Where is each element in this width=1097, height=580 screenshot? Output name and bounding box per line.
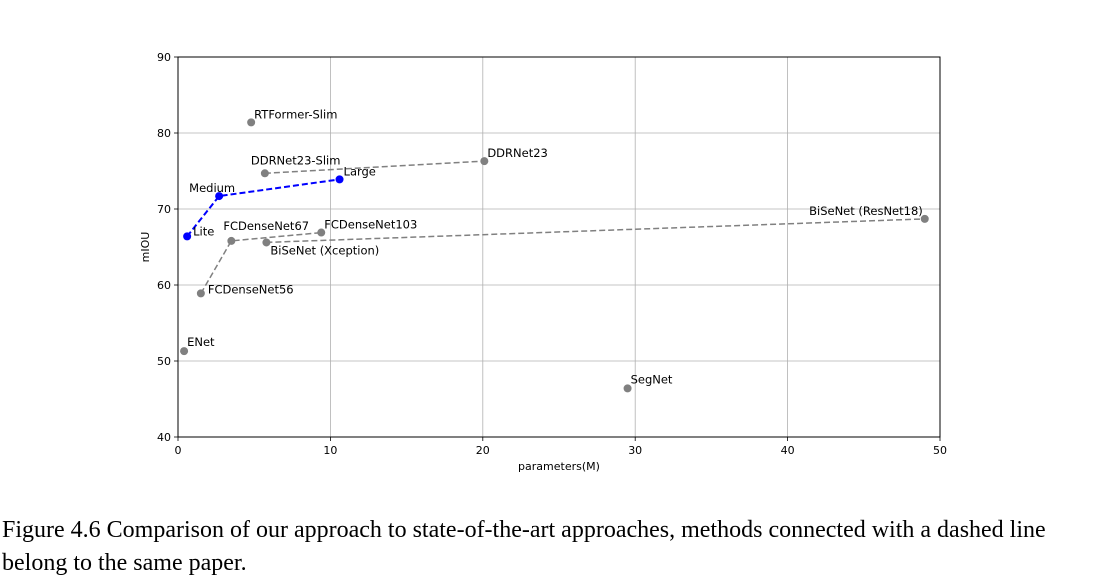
point-label: Large [344,164,376,178]
y-axis-title: mIOU [139,232,152,263]
data-point [183,232,192,241]
x-tick-label: 10 [323,444,337,457]
chart: 0 10 20 30 40 50 40 50 60 70 80 90 RTFormer-Slim DDR… [139,51,947,473]
x-tick-label: 50 [933,444,947,457]
data-points [180,118,929,393]
data-point [335,175,344,184]
point-label: FCDenseNet56 [208,282,294,296]
x-axis-title: parameters(M) [518,460,600,473]
series-line [264,160,485,175]
data-point [247,118,256,127]
data-point [480,157,489,166]
x-tick-label: 20 [476,444,490,457]
data-point [180,347,189,356]
point-label: DDRNet23-Slim [251,153,341,167]
plot-frame [177,56,941,438]
point-label: RTFormer-Slim [254,107,337,121]
data-point [260,169,269,178]
series-lines [186,160,925,294]
data-point [920,214,929,223]
data-point [227,236,236,245]
x-tick-label: 0 [175,444,182,457]
axes: 0 10 20 30 40 50 40 50 60 70 80 90 [157,51,947,457]
data-point [215,192,224,201]
point-label: FCDenseNet103 [324,218,417,232]
y-tick-label: 40 [157,431,171,444]
data-point [196,289,205,298]
figure-caption: Figure 4.6 Comparison of our approach to… [2,517,1046,576]
point-label: BiSeNet (ResNet18) [809,204,923,218]
x-tick-label: 40 [781,444,795,457]
x-tick-label: 30 [628,444,642,457]
point-label: DDRNet23 [487,146,548,160]
point-labels: RTFormer-Slim DDRNet23-Slim DDRNet23 Lite Me… [187,107,923,386]
point-label: FCDenseNet67 [223,219,309,233]
data-point [623,384,632,393]
data-point [262,238,271,247]
y-tick-label: 80 [157,127,171,140]
data-point [317,228,326,237]
series-line [266,218,925,244]
point-label: ENet [187,335,215,349]
y-tick-label: 70 [157,203,171,216]
point-label: Medium [189,181,235,195]
y-tick-label: 50 [157,355,171,368]
point-label: Lite [193,224,214,238]
point-label: SegNet [631,372,673,386]
y-tick-label: 90 [157,51,171,64]
point-label: BiSeNet (Xception) [270,243,379,257]
series-line [200,231,322,294]
y-tick-label: 60 [157,279,171,292]
